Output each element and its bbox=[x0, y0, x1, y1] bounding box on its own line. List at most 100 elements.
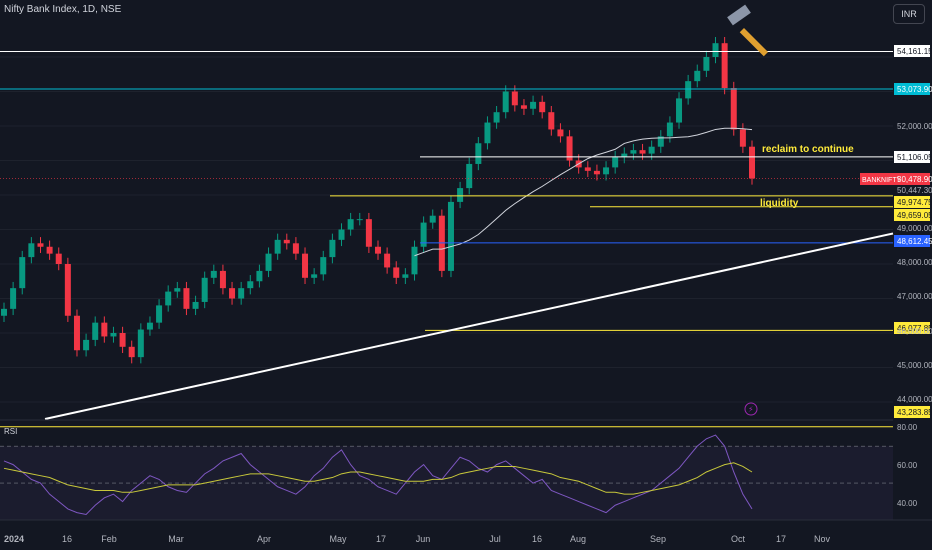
candle bbox=[28, 243, 35, 258]
candle bbox=[92, 322, 99, 340]
price-tag-label: 50,478.90 bbox=[897, 175, 932, 184]
candle bbox=[621, 153, 628, 158]
moving-average-line bbox=[414, 127, 753, 257]
candle bbox=[703, 57, 710, 71]
price-axis-label: 45,000.00 bbox=[897, 361, 932, 370]
time-axis-label: 17 bbox=[776, 534, 786, 544]
price-tag bbox=[894, 45, 930, 57]
candle bbox=[457, 188, 464, 202]
candle bbox=[10, 288, 17, 309]
trend-line bbox=[44, 232, 894, 420]
candle bbox=[639, 150, 646, 154]
time-axis-label: Nov bbox=[814, 534, 831, 544]
candle bbox=[219, 270, 226, 289]
candle bbox=[311, 274, 318, 278]
candle bbox=[530, 101, 537, 109]
price-tag bbox=[894, 322, 930, 334]
candle bbox=[466, 163, 473, 189]
time-axis-label: Feb bbox=[101, 534, 117, 544]
candle bbox=[676, 98, 683, 123]
price-tag bbox=[894, 173, 930, 185]
candle bbox=[548, 112, 555, 130]
candle bbox=[475, 143, 482, 164]
candle bbox=[648, 146, 655, 154]
candle bbox=[283, 239, 290, 244]
candle bbox=[329, 239, 336, 258]
candle bbox=[46, 246, 53, 254]
price-tag bbox=[894, 406, 930, 418]
candle bbox=[137, 329, 144, 358]
chart-title: Nifty Bank Index, 1D, NSE bbox=[4, 4, 122, 15]
candle bbox=[694, 70, 701, 82]
candle bbox=[338, 229, 345, 240]
price-axis-label: 52,000.00 bbox=[897, 122, 932, 131]
currency-button[interactable]: INR bbox=[893, 4, 925, 24]
candle bbox=[302, 253, 309, 278]
candle bbox=[274, 239, 281, 254]
candle bbox=[511, 91, 518, 106]
hammer-head-icon bbox=[727, 4, 751, 26]
time-axis-label: Jun bbox=[416, 534, 431, 544]
candle bbox=[612, 157, 619, 168]
time-axis-label: Apr bbox=[257, 534, 271, 544]
price-axis-label: 48,000.00 bbox=[897, 258, 932, 267]
candle bbox=[156, 305, 163, 323]
candle bbox=[265, 253, 272, 271]
price-axis-label: 49,000.00 bbox=[897, 224, 932, 233]
candle bbox=[320, 257, 327, 275]
price-tag-label: 54,161.15 bbox=[897, 47, 932, 56]
candle bbox=[347, 219, 354, 230]
rsi-line bbox=[3, 434, 753, 516]
annotation-reclaim: reclaim to continue bbox=[762, 144, 854, 155]
time-axis-label: 2024 bbox=[4, 534, 24, 544]
candle bbox=[420, 222, 427, 247]
candle bbox=[721, 43, 728, 89]
candle bbox=[557, 129, 564, 137]
price-tag-label: 51,106.05 bbox=[897, 153, 932, 162]
candle bbox=[375, 246, 381, 254]
price-axis-label: 46,000.00 bbox=[897, 327, 932, 336]
price-tag bbox=[894, 209, 930, 221]
candle bbox=[593, 170, 600, 175]
candle bbox=[712, 43, 719, 57]
time-axis-label: Aug bbox=[570, 534, 586, 544]
price-axis-label: 44,000.00 bbox=[897, 395, 932, 404]
time-axis-label: 17 bbox=[376, 534, 386, 544]
candle bbox=[73, 315, 80, 351]
time-axis-label: Mar bbox=[168, 534, 184, 544]
candle bbox=[238, 288, 245, 299]
candle bbox=[502, 91, 509, 113]
price-tag-label: 43,283.85 bbox=[897, 408, 932, 417]
candle bbox=[402, 274, 409, 278]
candle bbox=[292, 243, 299, 254]
lightning-glyph-icon: ⚡ bbox=[748, 405, 754, 414]
candle bbox=[174, 288, 181, 292]
time-axis-label: 16 bbox=[532, 534, 542, 544]
candle bbox=[165, 291, 172, 306]
candle bbox=[101, 322, 108, 337]
candle bbox=[201, 277, 208, 302]
hammer-icon bbox=[739, 27, 769, 57]
candle bbox=[384, 253, 391, 268]
candle bbox=[146, 322, 153, 330]
candle bbox=[64, 264, 71, 316]
candle bbox=[685, 81, 692, 99]
candle bbox=[356, 219, 363, 221]
candle bbox=[247, 281, 254, 289]
candle bbox=[447, 201, 454, 271]
rsi-axis-label: 60.00 bbox=[897, 461, 918, 470]
candle bbox=[229, 288, 236, 299]
candle bbox=[730, 88, 737, 130]
symbol-tag bbox=[860, 173, 894, 185]
time-axis-label: 16 bbox=[62, 534, 72, 544]
price-tag-label: 46,077.85 bbox=[897, 324, 932, 333]
price-tag-label: 49,974.75 bbox=[897, 198, 932, 207]
time-axis-label: Sep bbox=[650, 534, 666, 544]
rsi-label: RSI bbox=[4, 427, 17, 436]
candle bbox=[484, 122, 491, 144]
candle bbox=[520, 105, 527, 109]
price-tag bbox=[894, 235, 930, 247]
price-tag bbox=[894, 151, 930, 163]
rsi-ma-line bbox=[3, 462, 753, 495]
